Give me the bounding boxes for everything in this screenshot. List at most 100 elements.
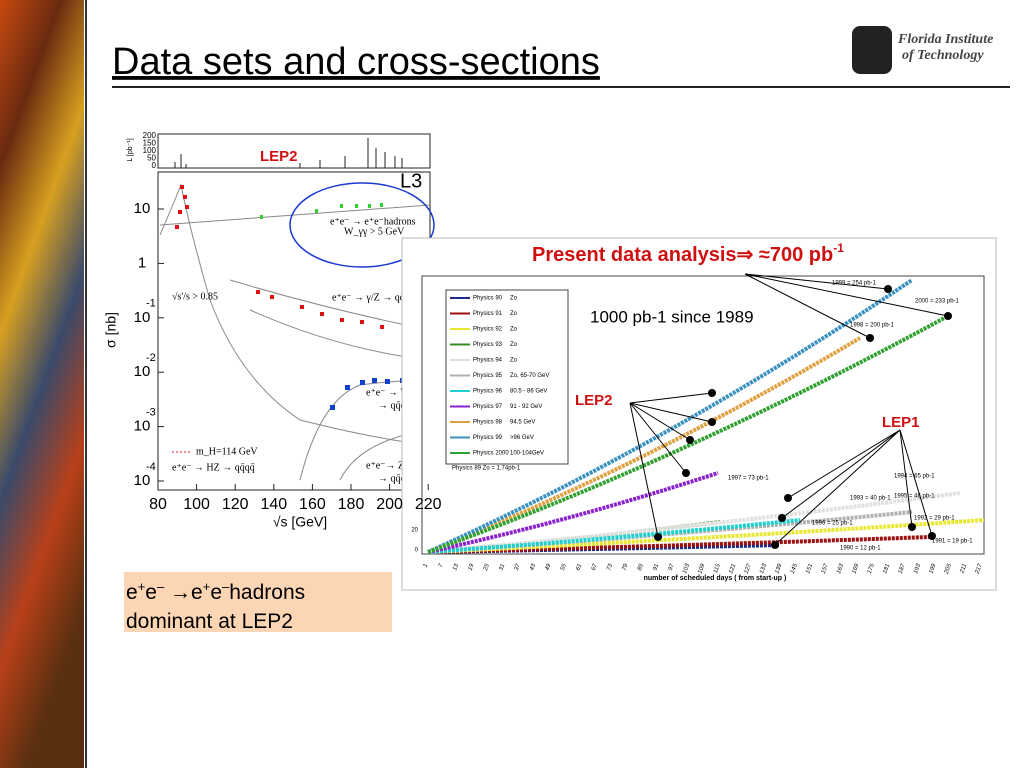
headline-part: Present data analysis⇒ ≈700 pb (532, 244, 833, 266)
y-tick-label: 10 (134, 309, 151, 326)
legend-box (445, 289, 569, 465)
x-tick-label: 133 (759, 563, 768, 575)
note-box (583, 305, 788, 329)
legend-name: Physics 98 (473, 420, 503, 426)
lumi-tick-label: 150 (143, 139, 157, 148)
lumi-frame (157, 133, 431, 169)
curve-label: 1992 = 29 pb-1 (914, 516, 955, 522)
y-axis-label: σ [nb] (103, 312, 119, 348)
luminosity-curve (427, 518, 801, 554)
curve-label: 2000 = 233 pb-1 (915, 299, 960, 305)
curve-label: 1998 = 200 pb-1 (850, 323, 895, 329)
curve-label: 1991 = 19 pb-1 (932, 539, 973, 545)
logo-text: Florida Institute (897, 32, 993, 47)
x-tick-label: 121 (728, 563, 737, 574)
x-tick-label: 193 (913, 563, 922, 575)
x-tick-label: 180 (338, 496, 365, 513)
headline-part: -1 (833, 241, 844, 255)
annotation: W_γγ > 5 GeV (344, 226, 405, 237)
luminosity-curve (427, 471, 719, 554)
data-points (330, 378, 405, 410)
caption-text: + (202, 579, 211, 594)
experiment-label: L3 (400, 170, 422, 192)
x-tick-label: 115 (713, 563, 722, 575)
legend-detail: Zo (510, 327, 518, 333)
legend-detail: 100-104GeV (510, 451, 544, 457)
legend-detail: 94.5 GeV (510, 420, 535, 426)
x-tick-label: 139 (774, 563, 783, 575)
y-tick-label: 10 (134, 418, 151, 435)
annotation: m_H=114 GeV (196, 446, 258, 457)
logo-icon (852, 26, 892, 74)
data-points (260, 203, 383, 219)
legend-name: Physics 97 (473, 404, 503, 410)
x-tick-label: 97 (668, 563, 676, 572)
left-plot (108, 128, 434, 532)
y-tick-label: 10 (134, 363, 151, 380)
caption-text: e (210, 581, 222, 604)
lep2-label: LEP2 (575, 392, 613, 409)
x-tick-label: 163 (836, 563, 845, 575)
x-tick-label: 37 (514, 563, 522, 572)
plot-frame (421, 275, 985, 555)
lumi-tick-label: 100 (143, 146, 157, 155)
legend-name: Physics 96 (473, 389, 503, 395)
x-tick-label: 169 (851, 563, 860, 575)
x-tick-label: 145 (790, 563, 799, 575)
y-tick-label: 10 (134, 200, 151, 217)
x-tick-label: 175 (867, 563, 876, 575)
x-tick-label: 61 (575, 563, 583, 571)
legend-name: Physics 94 (473, 358, 503, 364)
legend-name: Physics 91 (473, 311, 503, 317)
y-tick-exponent: -2 (146, 352, 156, 364)
luminosity-curve (427, 314, 949, 554)
x-tick-label: 181 (882, 563, 891, 574)
x-tick-label: 13 (452, 563, 460, 572)
lep2-label: LEP2 (260, 148, 298, 165)
curve-label: 1995 = 46 pb-1 (894, 494, 935, 500)
slide-title: Data sets and cross-sections (112, 41, 600, 83)
x-axis-label: number of scheduled days ( from start-up… (644, 575, 787, 582)
x-tick-label: 187 (898, 563, 907, 575)
headline: Present data analysis⇒ ≈700 pb-1 (532, 241, 844, 266)
annotation: e⁺e⁻ → HZ → qq̄qq̄ (172, 462, 255, 473)
y-tick-label: 20 (411, 528, 418, 534)
lumi-tick-label: 50 (147, 154, 156, 163)
x-tick-label: 73 (606, 563, 614, 572)
legend-name: Physics 99 (473, 435, 503, 441)
legend-name: Physics 2000 (473, 451, 509, 457)
pointer-dot (771, 541, 779, 549)
x-tick-label: 120 (222, 496, 249, 513)
pointer-dot (884, 285, 892, 293)
luminosity-curve (427, 336, 862, 554)
x-tick-label: 85 (637, 563, 645, 572)
x-tick-label: 220 (415, 496, 442, 513)
x-tick-label: 157 (821, 563, 830, 575)
pointer-dot (928, 532, 936, 540)
annotation: e⁺e⁻→ ZZ (366, 460, 410, 471)
legend-note: Physics 89 Zo = 1.74pb-1 (452, 466, 521, 472)
lumi-tick-label: 200 (143, 131, 157, 140)
x-tick-label: 1 (423, 563, 430, 568)
legend-detail: Zo (510, 358, 518, 364)
legend-detail: Zo (510, 342, 518, 348)
x-tick-label: 91 (652, 563, 660, 571)
y-tick-exponent: -3 (146, 407, 156, 419)
x-tick-label: 140 (260, 496, 287, 513)
caption-box: e+e– →e+e–hadrons dominant at LEP2 (124, 572, 392, 633)
x-tick-label: 103 (682, 563, 691, 575)
pointer-dot (654, 533, 662, 541)
curve-label: 1997 = 73 pb-1 (728, 476, 769, 482)
caption-text: + (137, 579, 146, 594)
pointer-lines (629, 273, 949, 546)
annotation: → qq̄qq̄ (378, 473, 411, 484)
caption-text: – (222, 579, 230, 594)
x-tick-label: 25 (483, 563, 491, 573)
x-tick-label: 127 (744, 563, 753, 575)
x-tick-label: 199 (928, 563, 937, 575)
legend-detail: >96 GeV (510, 435, 534, 441)
curve-label: 1996 = 25 pb-1 (812, 521, 853, 527)
curve-label: 1990 = 12 pb-1 (840, 546, 881, 552)
annotation: → qq̄qq̄ (378, 400, 411, 411)
